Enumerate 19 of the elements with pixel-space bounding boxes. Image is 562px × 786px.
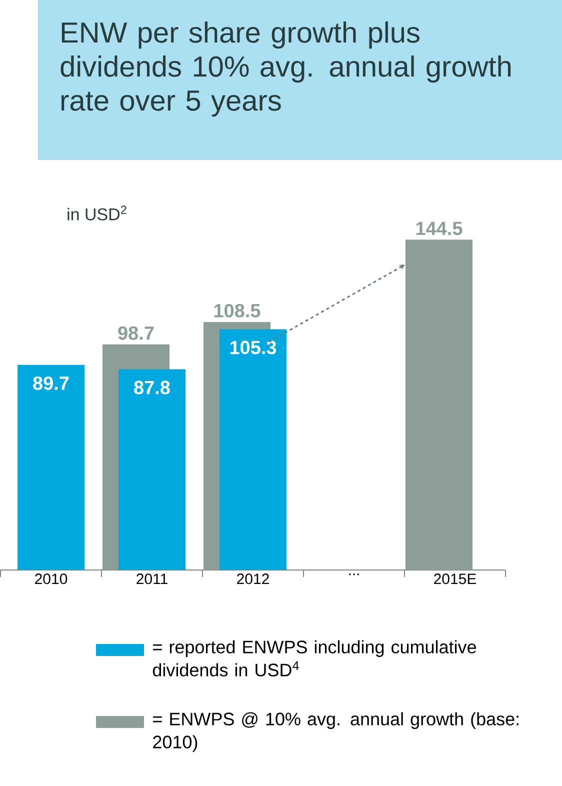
data-label: 89.7 xyxy=(33,376,69,390)
x-tick-label: 2012 xyxy=(237,574,269,584)
legend-label: = ENWPS @ 10% avg. annual growth (base: 2010) xyxy=(153,712,518,752)
bar xyxy=(406,240,473,570)
data-label: 108.5 xyxy=(214,304,260,318)
x-tick-label: 2010 xyxy=(35,574,68,584)
chart-title: ENW per share growth plus dividends 10% avg. annual growth rate over 5 years xyxy=(60,22,511,117)
x-tick-label: 2011 xyxy=(136,574,168,584)
legend-label: = reported ENWPS including cumulative dividends in USD$^{4}$ xyxy=(152,640,476,676)
data-label: 144.5 xyxy=(416,222,462,236)
data-label: 87.8 xyxy=(134,380,170,394)
bar xyxy=(18,364,84,570)
data-label: 105.3 xyxy=(230,340,276,354)
text: in USD$^{2}$ xyxy=(68,206,126,220)
x-tick-label: ... xyxy=(349,574,359,576)
data-label: 98.7 xyxy=(118,326,154,340)
x-tick-label: 2015E xyxy=(434,574,476,584)
bar xyxy=(220,329,287,570)
bar xyxy=(118,369,186,570)
